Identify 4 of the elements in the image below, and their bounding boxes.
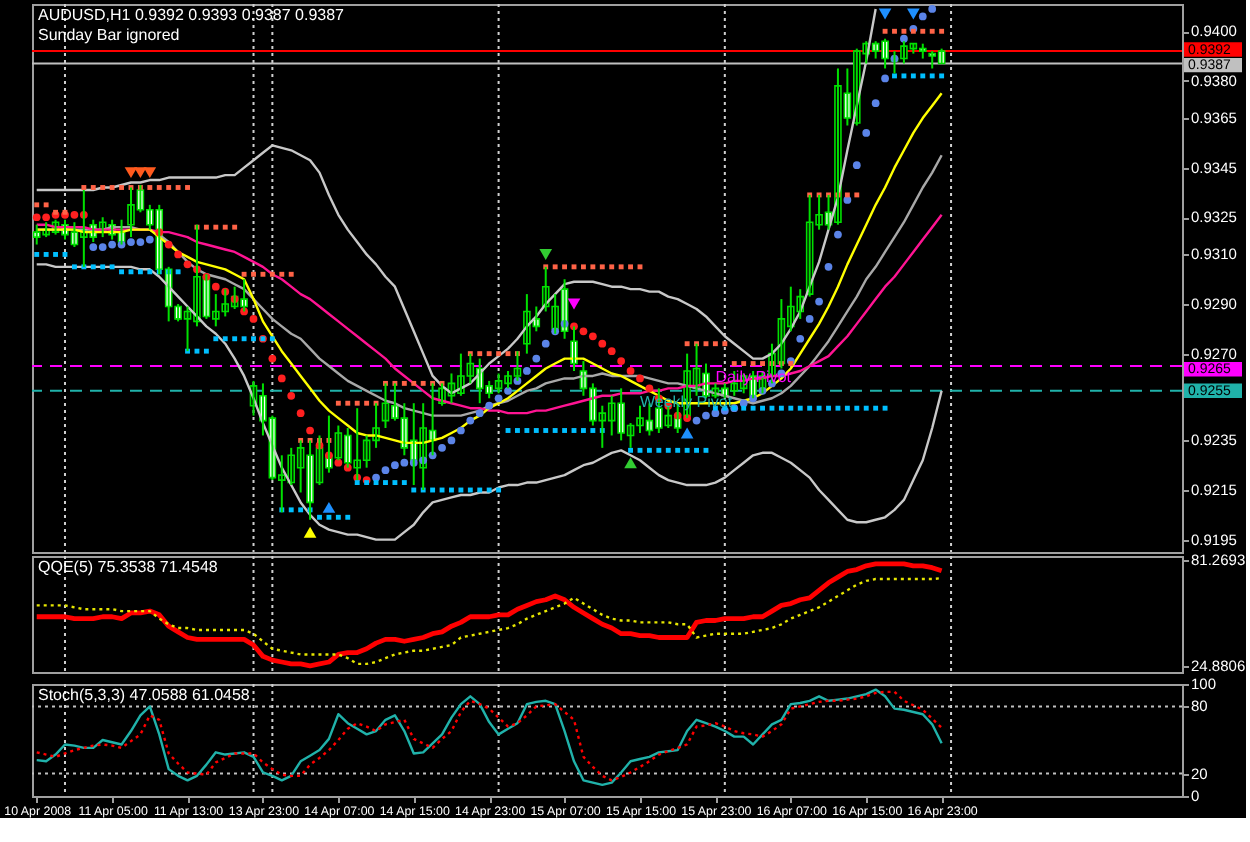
text: Sunday Bar ignored xyxy=(38,26,180,44)
chart-title: Stoch(5,3,3) 47.0588 61.0458 xyxy=(38,686,251,704)
chart-title: QQE(5) 75.3538 71.4548 xyxy=(38,558,219,576)
chart-title: AUDUSD,H1 0.9392 0.9393 0.9387 0.9387 xyxy=(38,6,346,24)
